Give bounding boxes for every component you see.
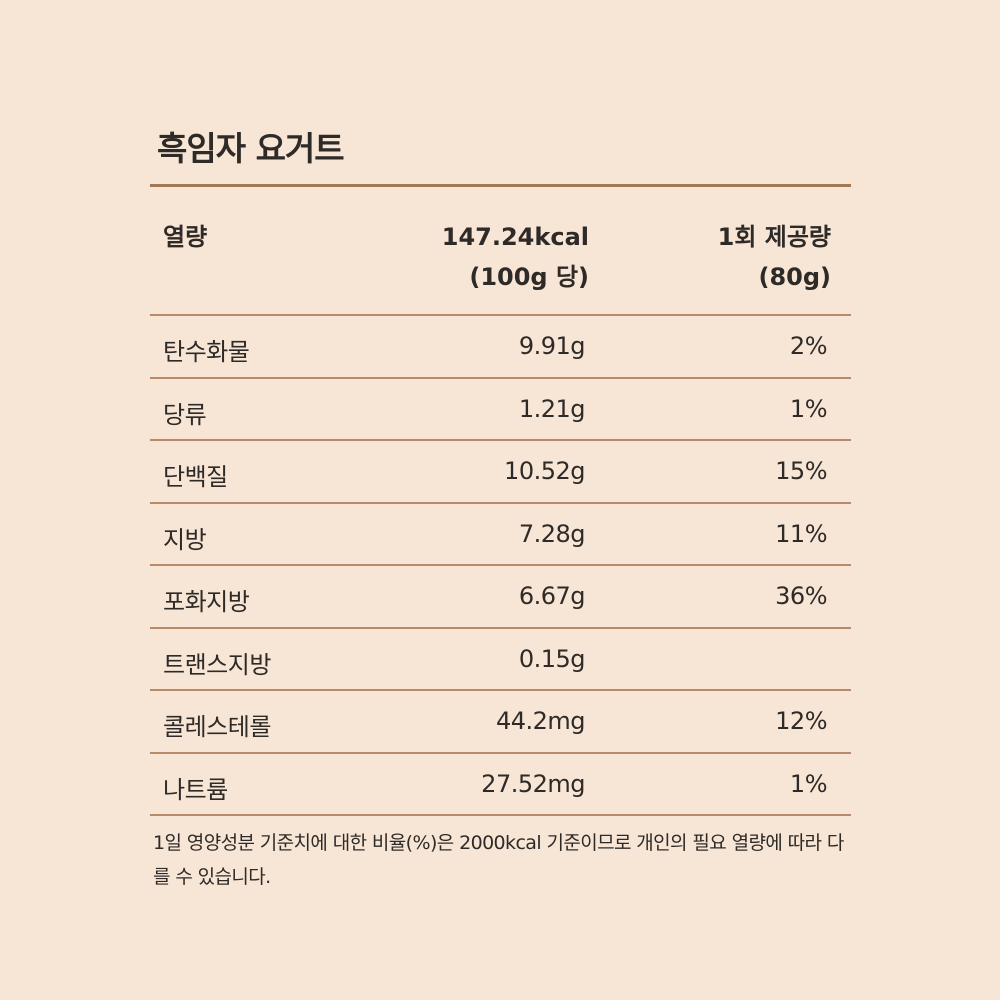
nutrient-amount: 1.21g (518, 394, 586, 423)
calories-amount: 147.24kcal (441, 223, 589, 251)
table-row: 탄수화물 9.91g 2% (150, 316, 851, 379)
nutrient-amount: 7.28g (518, 519, 586, 548)
table-row: 나트륨 27.52mg 1% (150, 754, 851, 816)
nutrient-percent: 11% (775, 519, 827, 548)
nutrient-amount: 6.67g (518, 582, 586, 610)
table-header-row: 열량 147.24kcal (100g 당) 1회 제공량 (80g) (150, 187, 851, 316)
nutrient-percent: 1% (789, 769, 828, 798)
nutrient-percent: 15% (775, 457, 827, 485)
nutrient-name: 나트륨 (163, 775, 228, 804)
nutrient-amount: 27.52mg (481, 769, 585, 798)
nutrient-amount: 0.15g (518, 644, 586, 673)
table-row: 당류 1.21g 1% (150, 379, 851, 441)
footnote: 1일 영양성분 기준치에 대한 비율(%)은 2000kcal 기준이므로 개인… (153, 832, 844, 888)
nutrient-name: 콜레스테롤 (163, 713, 271, 741)
nutrient-name: 단백질 (163, 463, 228, 491)
calories-basis: (100g 당) (469, 263, 589, 291)
calories-value: 147.24kcal (100g 당) (442, 217, 589, 297)
product-title: 흑임자 요거트 (157, 129, 345, 168)
nutrient-name: 탄수화물 (163, 338, 250, 366)
table-row: 포화지방 6.67g 36% (150, 566, 851, 629)
nutrient-name: 지방 (163, 525, 207, 554)
nutrient-amount: 44.2mg (495, 707, 586, 735)
serving-size: 1회 제공량 (80g) (718, 217, 831, 297)
nutrient-name: 당류 (163, 400, 207, 429)
nutrition-table: 열량 147.24kcal (100g 당) 1회 제공량 (80g) 탄수화물… (150, 184, 851, 816)
table-row: 콜레스테롤 44.2mg 12% (150, 691, 851, 754)
nutrient-percent: 36% (775, 582, 827, 610)
table-row: 단백질 10.52g 15% (150, 441, 851, 504)
table-row: 트랜스지방 0.15g (150, 629, 851, 691)
serving-amount: (80g) (758, 263, 831, 291)
nutrient-percent: 12% (775, 707, 827, 735)
calories-label: 열량 (163, 223, 208, 251)
nutrient-percent: 2% (789, 332, 828, 360)
nutrient-percent: 1% (789, 394, 828, 423)
nutrient-name: 트랜스지방 (163, 650, 271, 679)
nutrient-amount: 10.52g (504, 457, 585, 485)
table-row: 지방 7.28g 11% (150, 504, 851, 566)
nutrient-name: 포화지방 (163, 588, 250, 616)
nutrient-amount: 9.91g (518, 332, 586, 360)
serving-label: 1회 제공량 (717, 223, 831, 251)
